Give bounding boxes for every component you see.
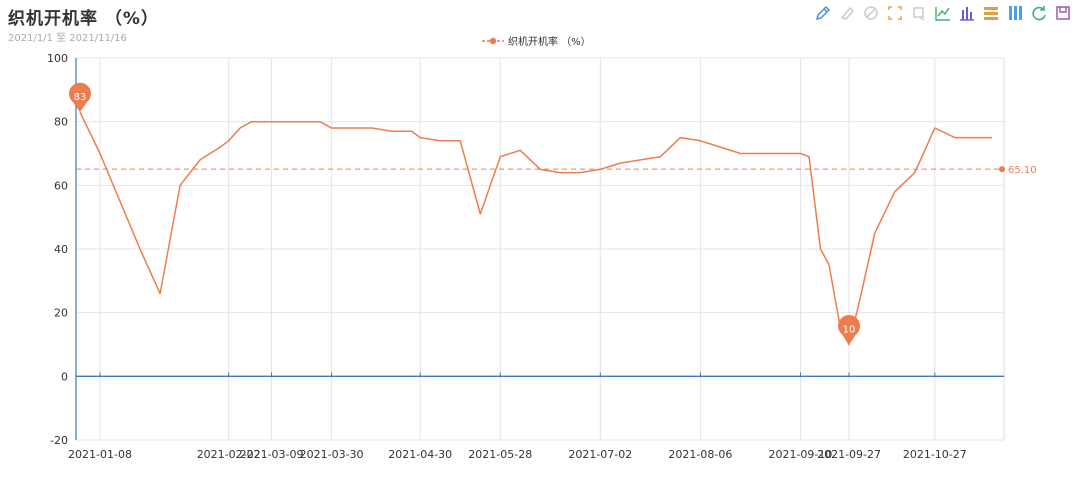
legend-line-marker <box>482 37 504 44</box>
toolbox <box>814 4 1072 22</box>
x-tick-label: 2021-04-30 <box>388 448 452 461</box>
chart-title: 织机开机率 （%） <box>8 9 159 29</box>
x-tick-label: 2021-02-22 <box>197 448 261 461</box>
y-tick-label: 40 <box>54 243 68 256</box>
eraser-icon[interactable] <box>838 4 856 22</box>
stack-icon[interactable] <box>982 4 1000 22</box>
y-tick-label: 20 <box>54 307 68 320</box>
restore-icon[interactable] <box>1030 4 1048 22</box>
x-tick-label: 2021-03-09 <box>240 448 304 461</box>
x-tick-label: 2021-05-28 <box>468 448 532 461</box>
pen-icon[interactable] <box>814 4 832 22</box>
y-tick-label: 80 <box>54 116 68 129</box>
chart-subtitle: 2021/1/1 至 2021/11/16 <box>8 33 127 44</box>
x-tick-label: 2021-03-30 <box>300 448 364 461</box>
mark-point-min: 10 <box>838 315 861 345</box>
x-tick-label: 2021-07-02 <box>568 448 632 461</box>
series-line <box>79 111 992 346</box>
y-tick-label: 60 <box>54 179 68 192</box>
x-tick-label: 2021-09-27 <box>817 448 881 461</box>
line-chart-icon[interactable] <box>934 4 952 22</box>
mark-point-pin <box>838 315 861 345</box>
y-tick-label: 0 <box>61 370 68 383</box>
legend-item[interactable]: 织机开机率 （%） <box>482 33 591 48</box>
legend-label: 织机开机率 （%） <box>508 37 591 48</box>
zoom-reset-icon[interactable] <box>910 4 928 22</box>
zoom-select-icon[interactable] <box>886 4 904 22</box>
tiled-icon[interactable] <box>1006 4 1024 22</box>
y-tick-label: 100 <box>47 52 68 65</box>
average-mark-label: 65.10 <box>1008 165 1037 176</box>
average-mark-end <box>999 166 1005 173</box>
mark-point-label: 10 <box>843 325 856 336</box>
clear-icon[interactable] <box>862 4 880 22</box>
x-tick-label: 2021-01-08 <box>68 448 132 461</box>
y-tick-label: -20 <box>50 434 68 447</box>
x-tick-label: 2021-08-06 <box>668 448 732 461</box>
x-tick-label: 2021-09-10 <box>768 448 832 461</box>
mark-point-label: 83 <box>74 92 87 103</box>
mark-point-max: 83 <box>69 82 91 113</box>
save-image-icon[interactable] <box>1054 4 1072 22</box>
mark-point-pin <box>69 82 91 113</box>
bar-chart-icon[interactable] <box>958 4 976 22</box>
x-tick-label: 2021-10-27 <box>903 448 967 461</box>
